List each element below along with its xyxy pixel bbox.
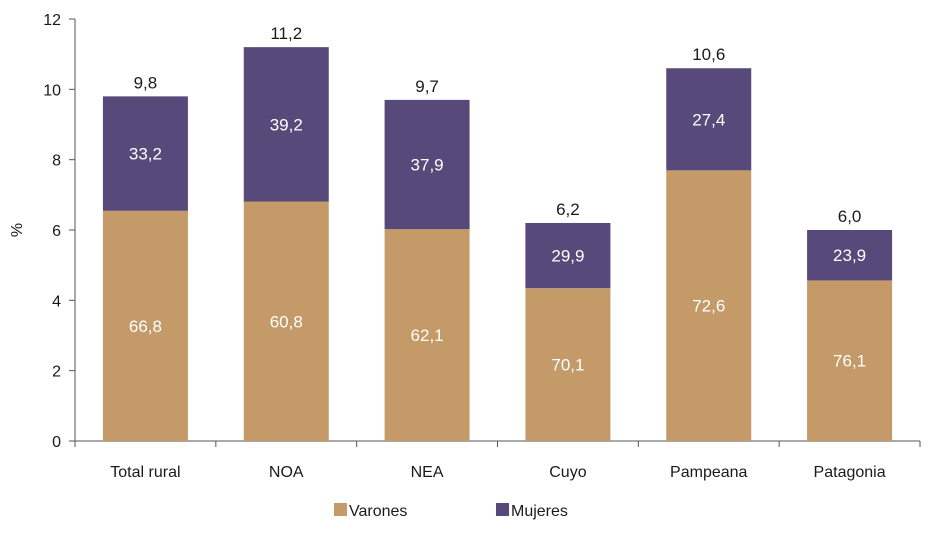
segment-label-varones-5: 76,1 (833, 352, 866, 371)
bar-segment-mujeres-3 (525, 222, 611, 289)
y-tick-label: 0 (52, 434, 61, 451)
total-label-2: 9,7 (415, 77, 439, 96)
total-label-1: 11,2 (270, 24, 302, 43)
y-tick-label: 10 (43, 82, 61, 99)
category-label-3: Cuyo (549, 464, 586, 481)
total-label-4: 10,6 (692, 45, 725, 64)
legend: Varones Mujeres (334, 503, 568, 520)
y-tick-label: 2 (52, 364, 61, 381)
category-label-5: Patagonia (814, 464, 886, 481)
legend-swatch-varones (334, 503, 347, 516)
bar-segment-varones-5 (807, 280, 893, 441)
bar-segment-varones-4 (666, 170, 752, 441)
segment-label-mujeres-5: 23,9 (833, 246, 866, 265)
y-tick-label: 8 (52, 153, 61, 170)
bar-segment-varones-2 (384, 229, 470, 441)
legend-label-varones: Varones (349, 503, 407, 520)
bar-segment-mujeres-1 (243, 47, 329, 202)
segment-label-varones-4: 72,6 (692, 297, 725, 316)
category-label-0: Total rural (110, 464, 180, 481)
category-label-2: NEA (411, 464, 444, 481)
bar-segment-mujeres-2 (384, 99, 470, 230)
segment-label-mujeres-3: 29,9 (551, 247, 584, 266)
y-tick-label: 4 (52, 293, 61, 310)
total-label-0: 9,8 (134, 73, 158, 92)
segment-label-mujeres-4: 27,4 (692, 110, 725, 129)
bar-segment-mujeres-4 (666, 68, 752, 171)
legend-label-mujeres: Mujeres (511, 503, 568, 520)
bars (102, 47, 893, 441)
total-label-5: 6,0 (838, 207, 862, 226)
y-axis-label: % (9, 223, 26, 237)
total-label-3: 6,2 (556, 200, 580, 219)
bar-segment-mujeres-5 (807, 230, 893, 281)
category-label-1: NOA (269, 464, 304, 481)
y-tick-label: 12 (43, 12, 61, 29)
segment-label-mujeres-1: 39,2 (270, 115, 303, 134)
bar-segment-varones-3 (525, 288, 611, 441)
bar-segment-varones-1 (243, 201, 329, 441)
labels: 66,8 33,2 9,8 Total rural 60,8 39,2 11,2 NOA 62,… (110, 24, 885, 481)
segment-label-varones-1: 60,8 (270, 312, 303, 331)
segment-label-mujeres-2: 37,9 (411, 156, 444, 175)
segment-label-mujeres-0: 33,2 (129, 145, 162, 164)
legend-swatch-mujeres (496, 503, 509, 516)
y-tick-label: 6 (52, 223, 61, 240)
segment-label-varones-2: 62,1 (411, 326, 444, 345)
bar-segment-varones-0 (102, 210, 188, 441)
axes: 0 2 4 6 8 10 12 (43, 12, 921, 451)
segment-label-varones-0: 66,8 (129, 317, 162, 336)
bar-segment-mujeres-0 (102, 96, 188, 211)
category-label-4: Pampeana (670, 464, 747, 481)
segment-label-varones-3: 70,1 (551, 356, 584, 375)
